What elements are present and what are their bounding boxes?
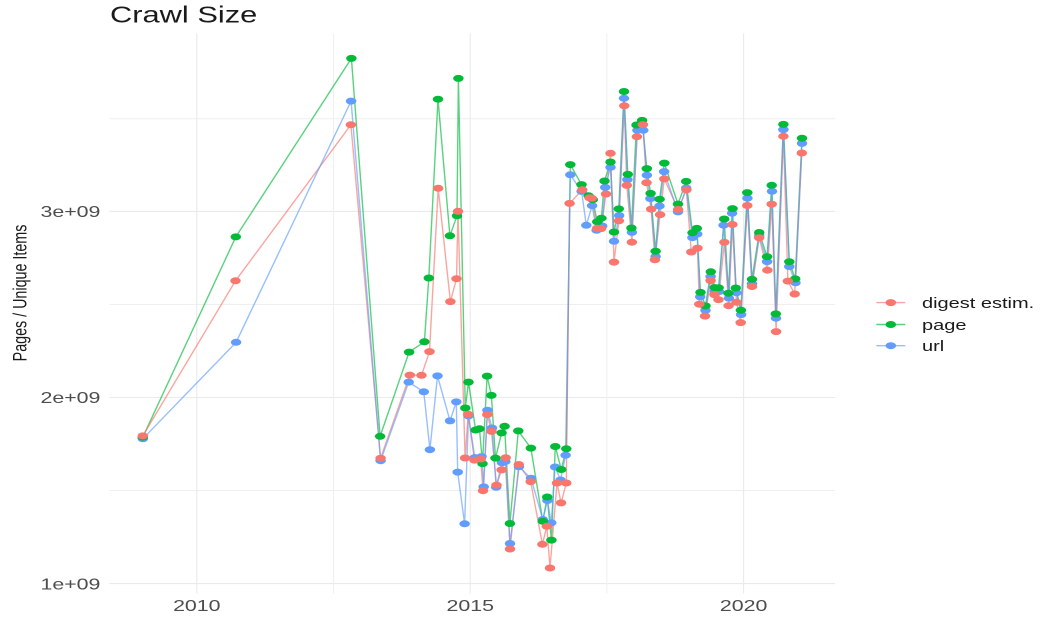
svg-text:2020: 2020 bbox=[720, 597, 767, 615]
svg-text:1e+09: 1e+09 bbox=[40, 575, 100, 593]
svg-text:digest estim.: digest estim. bbox=[922, 295, 1034, 312]
svg-text:3e+09: 3e+09 bbox=[40, 203, 100, 221]
svg-text:2010: 2010 bbox=[173, 597, 220, 615]
svg-text:Pages / Unique Items: Pages / Unique Items bbox=[9, 225, 31, 362]
svg-text:page: page bbox=[922, 316, 966, 333]
svg-text:url: url bbox=[922, 338, 944, 355]
svg-text:2e+09: 2e+09 bbox=[40, 389, 100, 407]
svg-text:2015: 2015 bbox=[446, 597, 493, 615]
svg-text:Crawl Size: Crawl Size bbox=[110, 2, 257, 28]
